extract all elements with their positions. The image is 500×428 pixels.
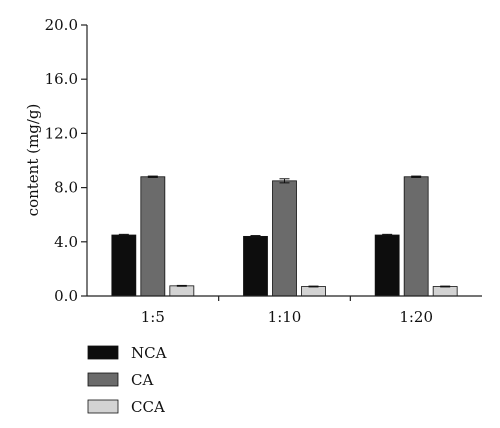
legend-swatch bbox=[87, 399, 119, 414]
y-tick-label: 4.0 bbox=[54, 233, 78, 251]
y-tick-label: 0.0 bbox=[54, 287, 78, 305]
bar bbox=[301, 286, 326, 297]
bar bbox=[403, 176, 429, 297]
bar bbox=[140, 176, 166, 297]
y-axis: 0.0 4.0 8.0 12.0 16.0 20.0 bbox=[45, 16, 88, 305]
y-tick-label: 16.0 bbox=[45, 70, 78, 88]
legend-label: CCA bbox=[131, 398, 165, 416]
bar bbox=[432, 286, 458, 297]
legend-label: CA bbox=[131, 371, 153, 389]
legend-swatch bbox=[87, 345, 119, 360]
bar bbox=[169, 285, 195, 297]
bar bbox=[272, 180, 297, 297]
bar bbox=[111, 234, 137, 297]
bar bbox=[243, 235, 268, 297]
x-tick-label: 1:10 bbox=[268, 308, 302, 326]
legend-swatch bbox=[87, 372, 119, 387]
x-axis: 1:5 1:10 1:20 bbox=[87, 295, 482, 326]
bar bbox=[374, 234, 400, 297]
legend: NCA CA CCA bbox=[87, 344, 167, 416]
y-tick-label: 20.0 bbox=[45, 16, 78, 34]
legend-label: NCA bbox=[131, 344, 167, 362]
y-axis-label: content (mg/g) bbox=[24, 104, 42, 217]
y-tick-label: 8.0 bbox=[54, 179, 78, 197]
x-tick-label: 1:5 bbox=[141, 308, 165, 326]
y-tick-label: 12.0 bbox=[45, 124, 78, 142]
x-tick-label: 1:20 bbox=[399, 308, 433, 326]
plot-area bbox=[111, 175, 458, 297]
